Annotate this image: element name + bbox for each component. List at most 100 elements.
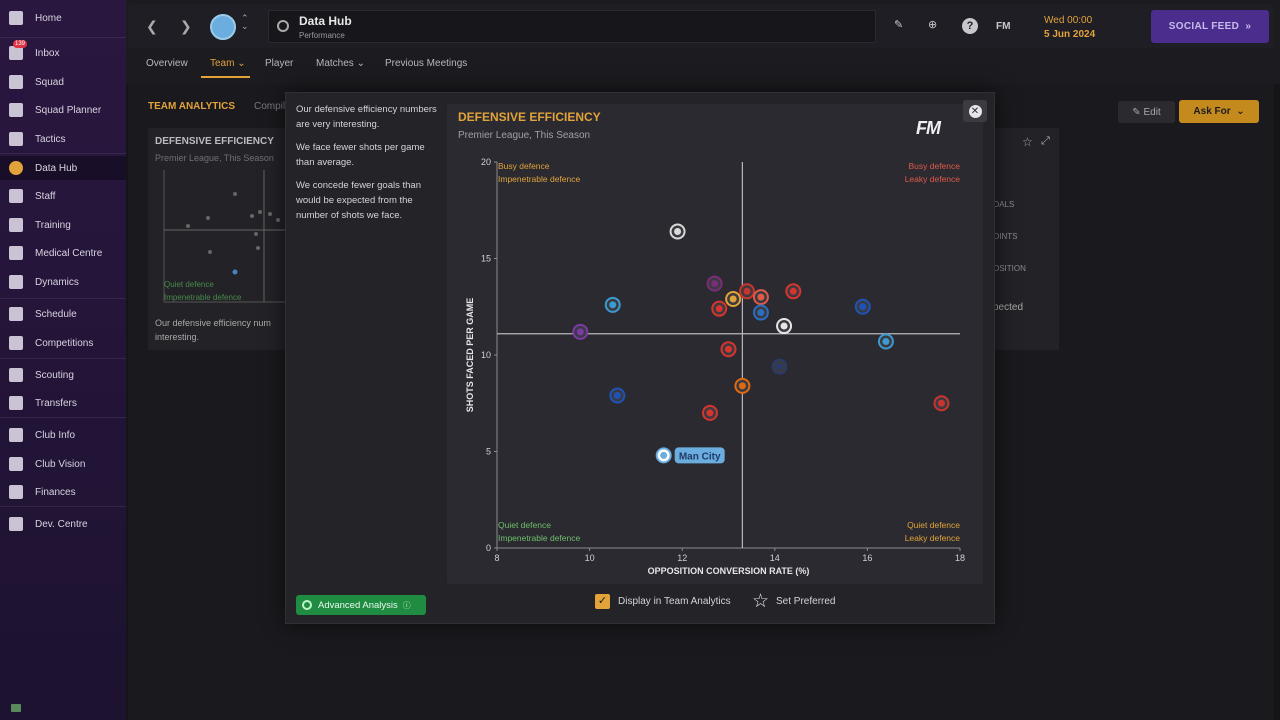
sidebar-item-club-vision[interactable]: Club Vision [0, 452, 126, 476]
sidebar-item-home[interactable]: Home [0, 6, 126, 30]
close-button[interactable]: ✕ [963, 100, 987, 122]
shirt-icon [9, 75, 23, 89]
sidebar-item-label: Squad Planner [35, 104, 102, 116]
star-outline-icon[interactable]: ☆ [1022, 135, 1033, 149]
bg-text-goals: OALS [993, 200, 1015, 209]
pencil-small-icon: ✎ [1132, 106, 1144, 118]
y-tick-label: 15 [481, 254, 491, 264]
team-badge-crest [715, 305, 723, 313]
team-badge-crest [789, 287, 797, 295]
display-in-team-analytics-label: Display in Team Analytics [618, 596, 731, 607]
fm-logo: FM [916, 118, 941, 138]
tab-player[interactable]: Player [265, 58, 294, 69]
background-chart-card[interactable]: DEFENSIVE EFFICIENCY Premier League, Thi… [148, 128, 290, 350]
training-icon [9, 218, 23, 232]
finances-icon [9, 485, 23, 499]
sidebar-item-tactics[interactable]: Tactics [0, 127, 126, 151]
sidebar-divider [0, 358, 126, 359]
set-preferred-label[interactable]: Set Preferred [776, 596, 836, 607]
sidebar-item-scouting[interactable]: Scouting [0, 363, 126, 387]
sidebar-item-label: Home [35, 12, 62, 24]
fm-icon[interactable]: FM [996, 21, 1011, 32]
help-icon[interactable]: ? [962, 18, 978, 34]
sidebar-item-staff[interactable]: Staff [0, 184, 126, 208]
team-badge-crest [757, 309, 765, 317]
x-tick-label: 18 [955, 553, 965, 563]
quadrant-label-bottom-left-2: Impenetrable defence [498, 533, 580, 543]
club-badge-icon[interactable] [210, 14, 236, 40]
sidebar-divider [0, 298, 126, 299]
inbox-icon: 139 [9, 40, 28, 60]
team-badge-crest [576, 328, 584, 336]
close-icon: ✕ [968, 104, 982, 118]
transfers-icon [9, 396, 23, 410]
card-subtitle: Premier League, This Season [155, 153, 274, 163]
sidebar-item-training[interactable]: Training [0, 213, 126, 237]
display-in-team-analytics-checkbox[interactable]: ✓ [595, 594, 610, 609]
inbox-count-badge: 139 [13, 40, 28, 48]
expand-icon[interactable]: ⤢ [1041, 135, 1050, 147]
team-badge-crest [660, 451, 668, 459]
club-switch-chevron-icon[interactable]: ⌃ ⌄ [241, 13, 249, 31]
card-text-line-1: Our defensive efficiency num [155, 318, 271, 328]
sidebar-item-club-info[interactable]: Club Info [0, 423, 126, 447]
team-badge-crest [743, 287, 751, 295]
pencil-icon[interactable]: ✎ [894, 19, 904, 31]
y-tick-label: 5 [486, 447, 491, 457]
sidebar-item-label: Squad [35, 76, 64, 88]
tab-previous-meetings[interactable]: Previous Meetings [385, 58, 468, 69]
sidebar-item-inbox[interactable]: 139 Inbox [0, 40, 126, 65]
tactics-board-icon [9, 132, 23, 146]
sidebar-item-label: Dynamics [35, 276, 79, 288]
back-arrow-icon[interactable]: ❮ [146, 18, 158, 34]
social-feed-label: SOCIAL FEED [1168, 21, 1240, 32]
sidebar-item-finances[interactable]: Finances [0, 480, 126, 504]
sidebar-item-label: Staff [35, 190, 56, 202]
team-badge-crest [882, 337, 890, 345]
team-badge-crest [711, 280, 719, 288]
tab-matches[interactable]: Matches ⌄ [316, 58, 365, 69]
x-axis-label: OPPOSITION CONVERSION RATE (%) [648, 566, 810, 576]
sidebar-item-squad[interactable]: Squad [0, 70, 126, 94]
sidebar-item-schedule[interactable]: Schedule [0, 302, 126, 326]
tab-team[interactable]: Team ⌄ [210, 58, 246, 69]
quadrant-label-bottom-right-2: Leaky defence [905, 533, 961, 543]
edit-button[interactable]: ✎ Edit [1118, 101, 1175, 123]
social-feed-button[interactable]: SOCIAL FEED » [1151, 10, 1269, 43]
sidebar-item-competitions[interactable]: Competitions [0, 331, 126, 355]
team-badge-crest [859, 303, 867, 311]
y-axis-label: SHOTS FACED PER GAME [465, 298, 475, 413]
tab-overview[interactable]: Overview [146, 58, 188, 69]
sidebar-divider [0, 506, 126, 507]
sidebar-item-dev-centre[interactable]: Dev. Centre [0, 512, 126, 536]
edit-label: Edit [1143, 106, 1161, 118]
highlight-label: Man City [679, 451, 721, 462]
globe-icon[interactable]: ⊕ [928, 19, 938, 31]
mini-scatter [163, 170, 290, 303]
sidebar-divider [0, 417, 126, 418]
data-hub-icon [9, 161, 23, 175]
sidebar-item-label: Schedule [35, 308, 77, 320]
set-preferred-star-icon[interactable]: ☆ [752, 591, 770, 612]
sidebar-item-transfers[interactable]: Transfers [0, 391, 126, 415]
insight-3: We concede fewer goals than would be exp… [296, 180, 421, 221]
shield-icon [9, 428, 23, 442]
forward-arrow-icon[interactable]: ❯ [180, 18, 192, 34]
advanced-analysis-button[interactable]: Advanced Analysis ⓘ [296, 595, 426, 615]
sidebar-item-data-hub[interactable]: Data Hub [0, 156, 126, 180]
date-day: 5 Jun 2024 [1044, 29, 1096, 40]
game-date[interactable]: Wed 00:00 5 Jun 2024 [1044, 14, 1095, 42]
section-sub: Compil [254, 101, 286, 112]
sidebar-item-medical-centre[interactable]: Medical Centre [0, 241, 126, 265]
quadrant-label-bottom-right-1: Quiet defence [907, 520, 960, 530]
ask-for-button[interactable]: Ask For ⌄ [1179, 100, 1259, 123]
sidebar-item-dynamics[interactable]: Dynamics [0, 270, 126, 294]
team-badge-crest [775, 363, 783, 371]
card-title: DEFENSIVE EFFICIENCY [155, 136, 274, 147]
search-box[interactable]: Data Hub Performance [268, 10, 876, 43]
y-tick-label: 20 [481, 157, 491, 167]
staff-icon [9, 189, 23, 203]
sidebar-item-squad-planner[interactable]: Squad Planner [0, 98, 126, 122]
ask-for-label: Ask For [1193, 106, 1231, 117]
x-tick-label: 8 [494, 553, 499, 563]
